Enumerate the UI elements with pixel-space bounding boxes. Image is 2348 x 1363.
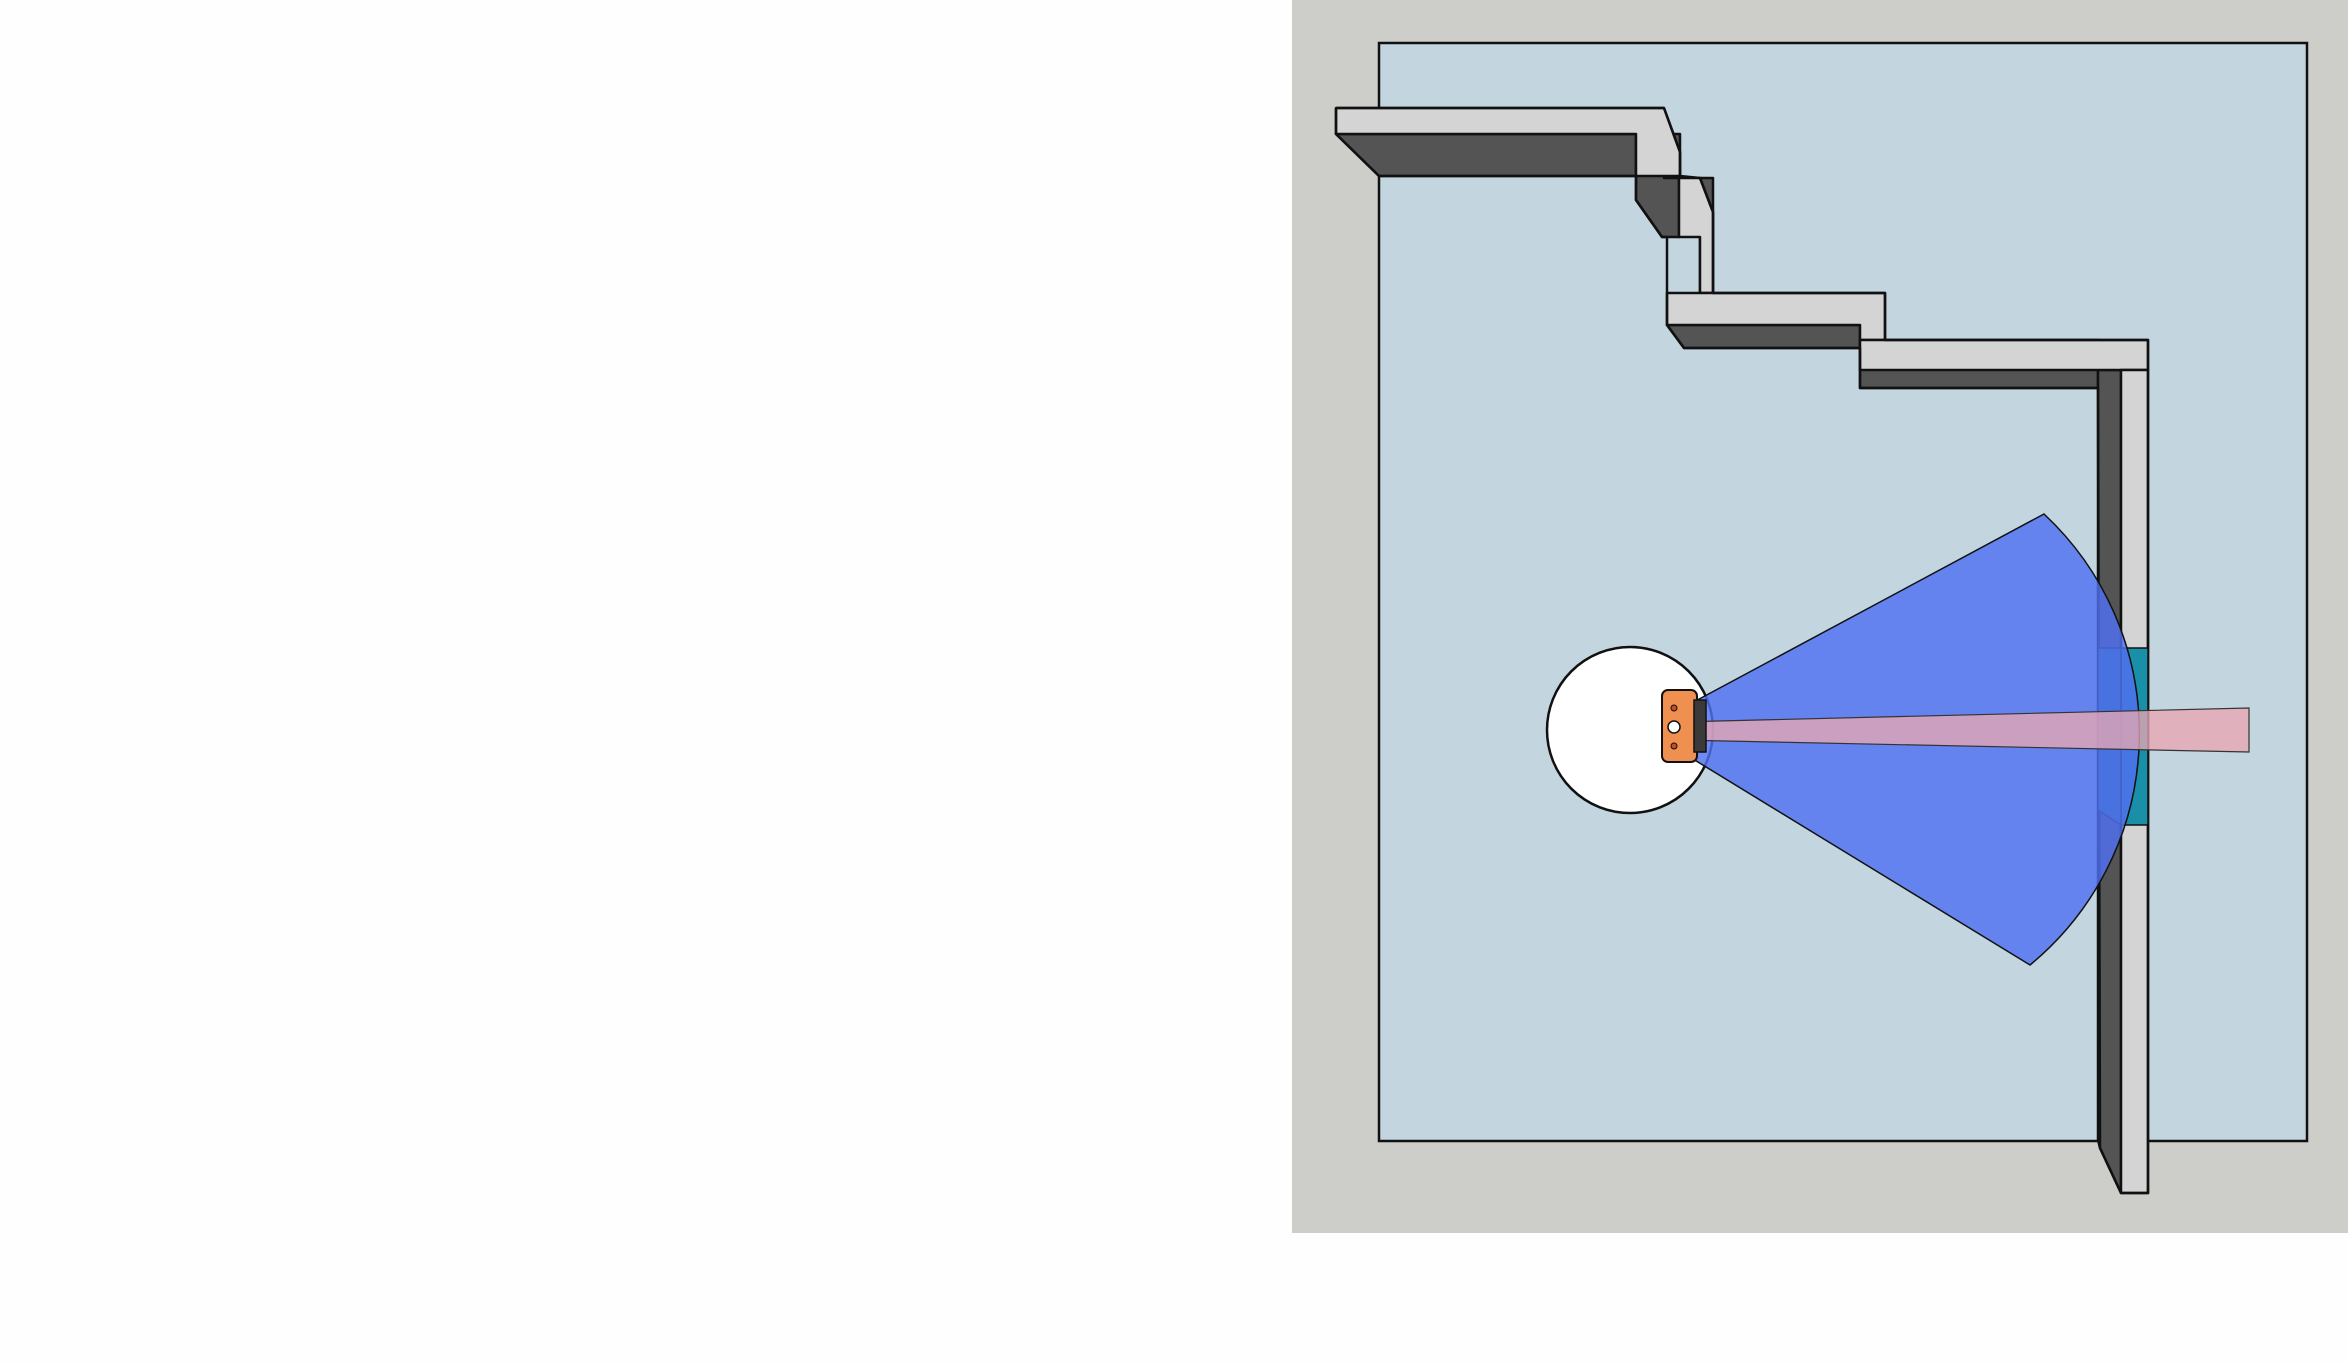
robot-icon[interactable] <box>1661 689 1707 763</box>
wall-side-face <box>1334 132 1638 178</box>
stepped-wall <box>1334 106 2150 1195</box>
robot-sensor-bar <box>1693 699 1707 753</box>
wall-top-face <box>1858 338 2150 372</box>
viewport[interactable] <box>1292 0 2348 1233</box>
robot-wheel-marker <box>1670 742 1678 750</box>
robot-wheel-marker <box>1670 704 1678 712</box>
wall-outline <box>1334 106 2150 1195</box>
floor-plane <box>1377 41 2309 1143</box>
wall-side-face <box>1665 323 1862 350</box>
robot-lens <box>1667 720 1681 734</box>
